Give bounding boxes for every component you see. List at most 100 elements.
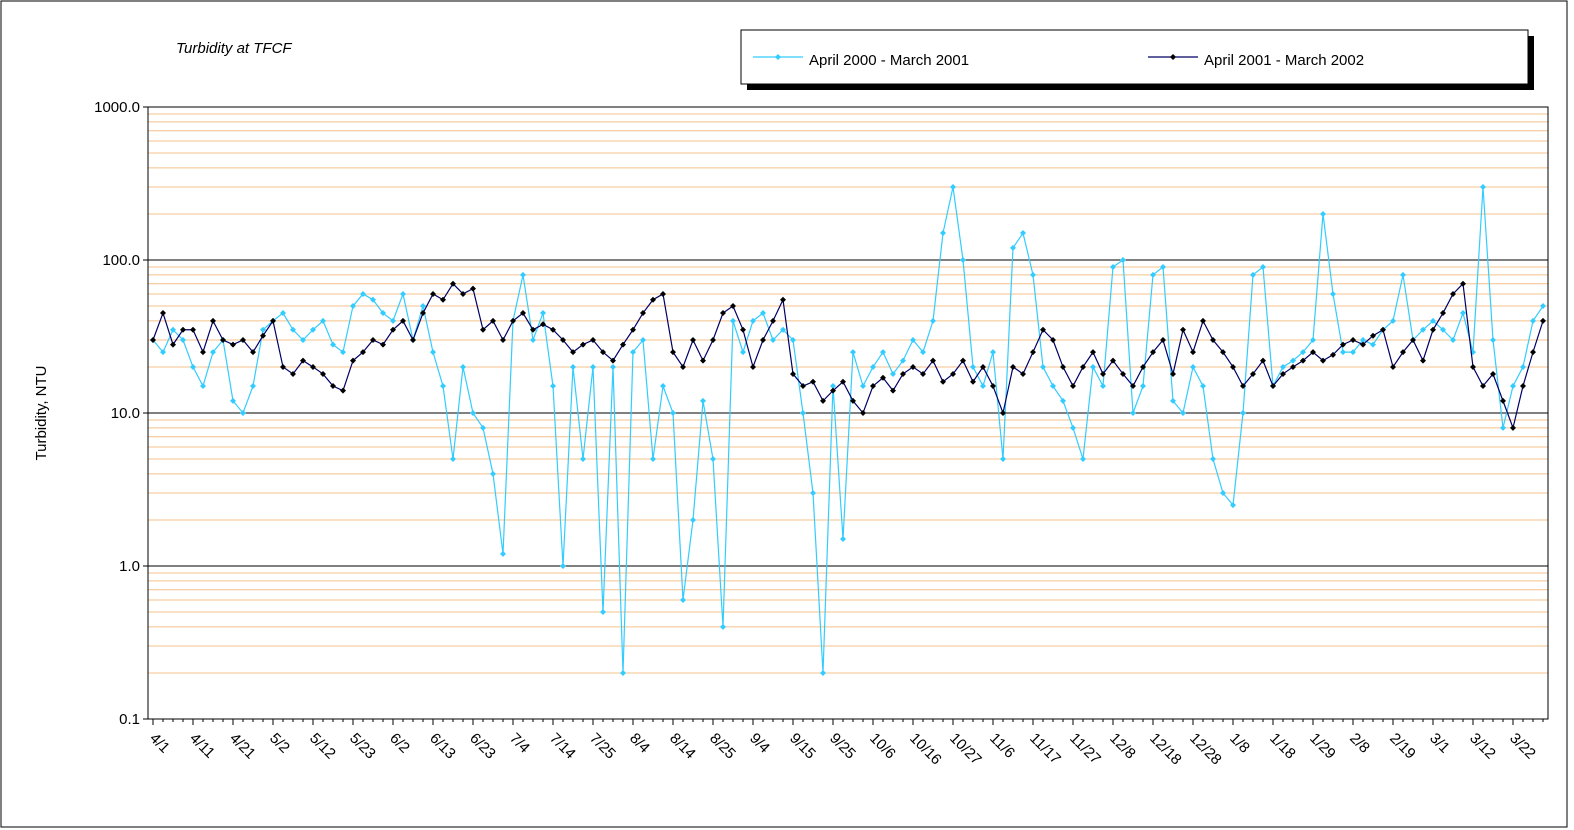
data-point [350, 303, 356, 310]
legend-label: April 2001 - March 2002 [1204, 52, 1364, 69]
data-point [1310, 349, 1316, 356]
data-point [1300, 357, 1306, 364]
legend-marker [1170, 54, 1176, 60]
data-point [1350, 337, 1356, 344]
data-point [470, 285, 476, 292]
data-point [1430, 326, 1436, 333]
data-point [360, 290, 366, 297]
data-point [1410, 337, 1416, 344]
data-point [620, 341, 626, 348]
data-point [450, 280, 456, 287]
data-point [1500, 397, 1506, 404]
data-point [1360, 337, 1366, 344]
data-point [1440, 326, 1446, 333]
data-point [570, 363, 576, 370]
data-point [1190, 349, 1196, 356]
data-point [1480, 184, 1486, 191]
data-point [660, 290, 666, 297]
y-axis-label: Turbidity, NTU [33, 365, 50, 460]
data-point [800, 410, 806, 416]
data-point [1130, 410, 1136, 416]
data-point [1090, 349, 1096, 356]
data-point [790, 337, 796, 344]
data-point [180, 326, 186, 333]
data-point [830, 383, 836, 390]
data-point [1180, 410, 1186, 416]
data-point [1460, 310, 1466, 317]
data-point [860, 410, 866, 416]
data-point [910, 363, 916, 370]
data-point [190, 363, 196, 370]
data-point [1350, 349, 1356, 356]
data-point [1250, 271, 1256, 278]
data-point [830, 387, 836, 394]
data-point [340, 349, 346, 356]
data-point [340, 387, 346, 394]
legend-box [740, 29, 1529, 85]
data-point [1120, 370, 1126, 377]
data-point [1020, 370, 1026, 377]
data-point [580, 341, 586, 348]
data-point [650, 456, 656, 463]
data-point [950, 184, 956, 191]
data-point [1230, 502, 1236, 509]
data-point [1310, 337, 1316, 344]
data-point [1490, 370, 1496, 377]
data-point [1140, 363, 1146, 370]
data-point [1510, 424, 1516, 431]
y-tick-label: 10.0 [111, 405, 140, 422]
data-point [1070, 424, 1076, 431]
data-point [1390, 363, 1396, 370]
data-point [160, 349, 166, 356]
data-point [980, 363, 986, 370]
data-point [710, 337, 716, 344]
data-point [1030, 349, 1036, 356]
data-point [1160, 337, 1166, 344]
data-point [1200, 383, 1206, 390]
data-point [300, 357, 306, 364]
data-point [1250, 370, 1256, 377]
data-point [1110, 264, 1116, 271]
data-point [1450, 337, 1456, 344]
data-point [390, 326, 396, 333]
y-tick-label: 0.1 [119, 711, 140, 728]
data-point [320, 317, 326, 324]
data-point [820, 397, 826, 404]
data-point [1170, 397, 1176, 404]
data-point [200, 383, 206, 390]
data-point [1280, 370, 1286, 377]
data-point [1280, 363, 1286, 370]
data-point [790, 370, 796, 377]
data-point [660, 383, 666, 390]
data-point [530, 326, 536, 333]
data-point [740, 349, 746, 356]
data-point [620, 669, 626, 676]
data-point [770, 337, 776, 344]
data-point [460, 290, 466, 297]
data-point [670, 410, 676, 416]
data-point [840, 536, 846, 543]
data-point [880, 374, 886, 381]
data-point [1170, 370, 1176, 377]
data-point [1000, 456, 1006, 463]
data-point [1030, 271, 1036, 278]
data-point [1500, 424, 1506, 431]
data-point [210, 317, 216, 324]
data-point [580, 456, 586, 463]
data-point [1470, 363, 1476, 370]
data-point [1400, 349, 1406, 356]
data-point [390, 317, 396, 324]
plot-frame [147, 106, 1549, 720]
data-point [920, 349, 926, 356]
data-point [510, 317, 516, 324]
data-point [1530, 317, 1536, 324]
data-point [920, 370, 926, 377]
data-point [1340, 341, 1346, 348]
data-point [480, 326, 486, 333]
data-point [990, 383, 996, 390]
data-point [450, 456, 456, 463]
data-point [430, 349, 436, 356]
data-point [280, 310, 286, 317]
